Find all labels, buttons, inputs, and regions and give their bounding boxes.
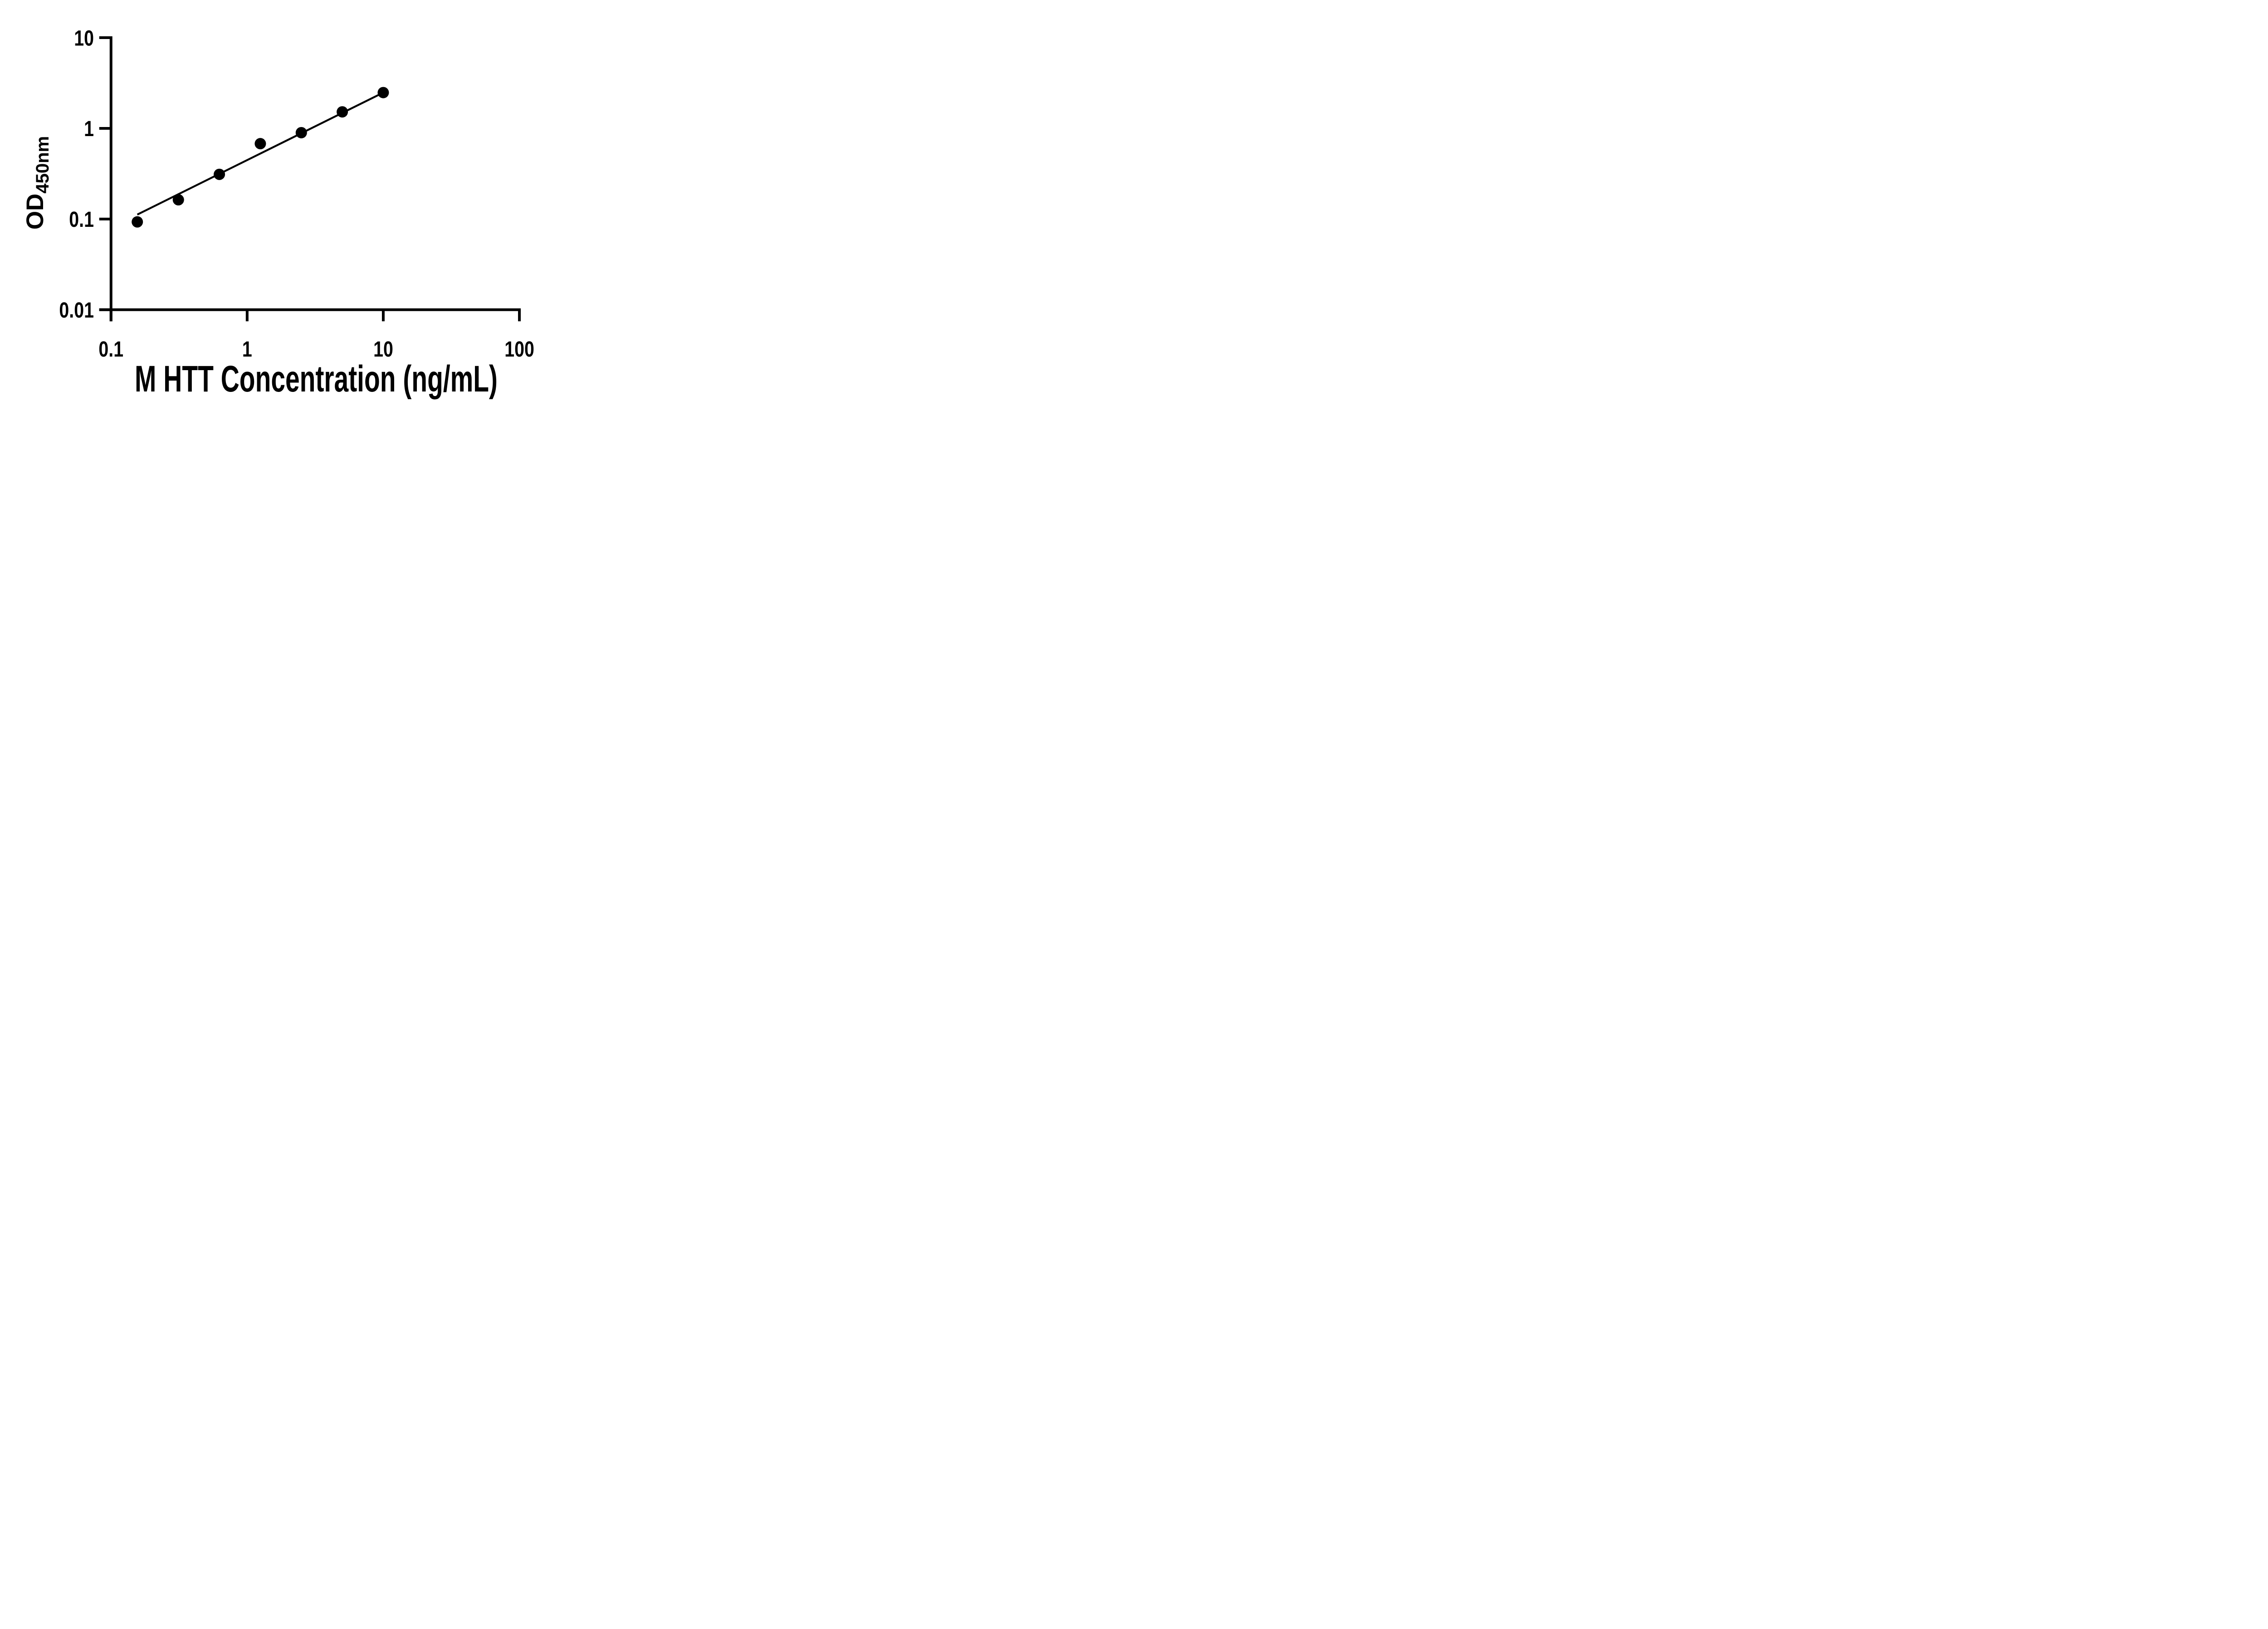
- x-tick-label: 10: [373, 338, 393, 362]
- x-tick-label: 1: [242, 338, 252, 362]
- y-tick-label: 1: [84, 117, 94, 141]
- data-points: [132, 87, 389, 228]
- x-axis-title: M HTT Concentration (ng/mL): [135, 358, 498, 400]
- data-point: [172, 194, 184, 205]
- y-tick-label: 0.1: [69, 208, 94, 232]
- data-point: [132, 216, 143, 228]
- data-point: [214, 168, 225, 180]
- data-point: [337, 106, 348, 118]
- y-axis-title-subscript: 450nm: [33, 136, 53, 194]
- chart-background: [0, 0, 583, 407]
- data-point: [254, 138, 266, 150]
- y-tick-label: 0.01: [59, 298, 94, 323]
- data-point: [377, 87, 389, 98]
- data-point: [295, 127, 307, 138]
- y-axis-ticks: 10 1 0.1 0.01: [59, 26, 111, 323]
- x-tick-label: 0.1: [98, 338, 123, 362]
- y-axis-title: OD450nm: [22, 136, 53, 230]
- y-axis-title-main: OD: [22, 194, 49, 230]
- y-tick-label: 10: [74, 26, 94, 50]
- standard-curve-figure: 0.1 1 10 100 10 1 0.1 0.01 M HTT Concentration…: [0, 0, 583, 407]
- x-axis-ticks: 0.1 1 10 100: [98, 309, 534, 362]
- x-tick-label: 100: [504, 338, 534, 362]
